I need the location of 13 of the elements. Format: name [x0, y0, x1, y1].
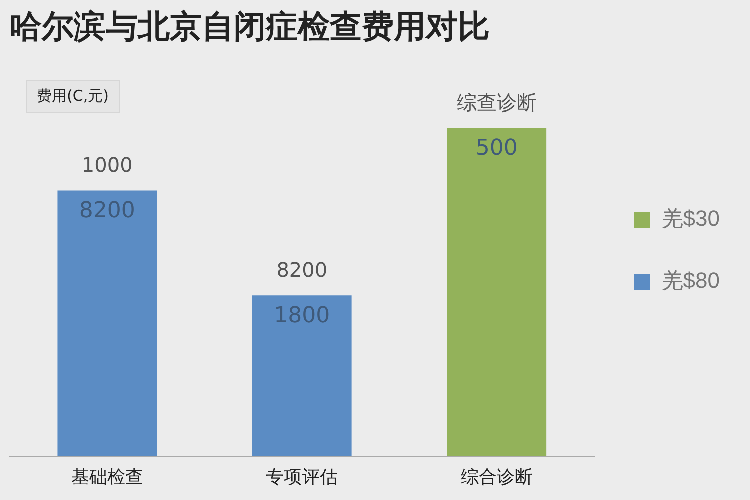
annotation: 8200 [79, 198, 136, 224]
annotation: 500 [476, 136, 518, 162]
x-tick-label: 综合诊断 [460, 467, 533, 488]
y-axis-title: 费用(C,元) [26, 80, 120, 113]
annotation: 1000 [82, 152, 133, 177]
text: 综查诊断 [456, 90, 537, 115]
annotation: 1800 [274, 303, 330, 328]
x-tick-label: 专项评估 [266, 467, 338, 488]
legend-label: 羌$30 [661, 206, 720, 232]
x-tick-label: 基础检查 [71, 467, 144, 488]
chart-title: 哈尔滨与北京自闭症检查费用对比 [10, 8, 490, 46]
annotation: 8200 [276, 258, 328, 282]
legend-label: 羌$80 [661, 268, 720, 294]
